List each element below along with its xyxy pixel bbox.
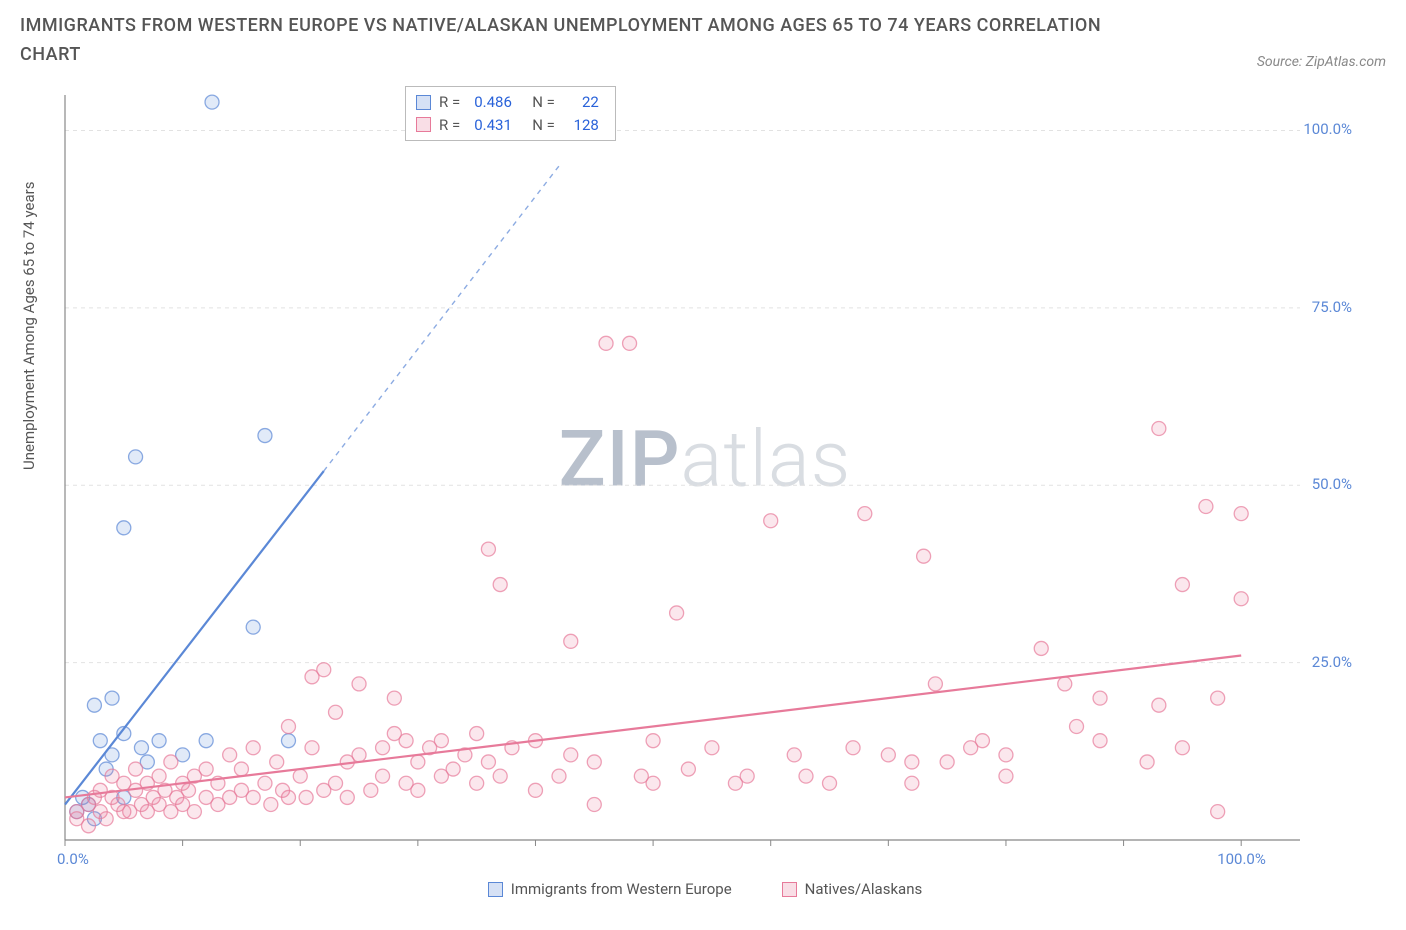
title-row: IMMIGRANTS FROM WESTERN EUROPE VS NATIVE… <box>0 0 1406 74</box>
x-tick-label: 100.0% <box>1217 850 1266 868</box>
legend-swatch-natives <box>782 882 797 897</box>
y-tick-label: 0.0% <box>57 850 89 868</box>
y-tick-label: 25.0% <box>1312 653 1352 671</box>
chart-area: ZIPatlas R = 0.486 N = 22 R = 0.431 N = … <box>60 90 1350 860</box>
r-value-natives: 0.431 <box>474 114 518 137</box>
legend-item-natives: Natives/Alaskans <box>782 880 923 898</box>
r-label: R = <box>439 91 460 114</box>
n-label: N = <box>532 91 555 114</box>
swatch-immigrants <box>416 95 431 110</box>
chart-container: IMMIGRANTS FROM WESTERN EUROPE VS NATIVE… <box>0 0 1406 930</box>
stats-row-immigrants: R = 0.486 N = 22 <box>416 91 605 114</box>
y-tick-label: 100.0% <box>1303 120 1352 138</box>
scatter-plot <box>60 90 1350 860</box>
legend-label-immigrants: Immigrants from Western Europe <box>511 880 732 898</box>
chart-title: IMMIGRANTS FROM WESTERN EUROPE VS NATIVE… <box>20 12 1120 70</box>
n-value-natives: 128 <box>569 114 599 137</box>
n-value-immigrants: 22 <box>569 91 599 114</box>
legend-swatch-immigrants <box>488 882 503 897</box>
legend-label-natives: Natives/Alaskans <box>805 880 923 898</box>
y-axis-label: Unemployment Among Ages 65 to 74 years <box>20 182 38 470</box>
r-label-2: R = <box>439 114 460 137</box>
stats-row-natives: R = 0.431 N = 128 <box>416 114 605 137</box>
source-label: Source: ZipAtlas.com <box>1257 54 1386 70</box>
y-tick-label: 50.0% <box>1312 475 1352 493</box>
y-tick-label: 75.0% <box>1312 298 1352 316</box>
r-value-immigrants: 0.486 <box>474 91 518 114</box>
swatch-natives <box>416 117 431 132</box>
x-legend: Immigrants from Western Europe Natives/A… <box>60 880 1350 898</box>
stats-box: R = 0.486 N = 22 R = 0.431 N = 128 <box>405 86 616 141</box>
n-label-2: N = <box>532 114 555 137</box>
legend-item-immigrants: Immigrants from Western Europe <box>488 880 732 898</box>
